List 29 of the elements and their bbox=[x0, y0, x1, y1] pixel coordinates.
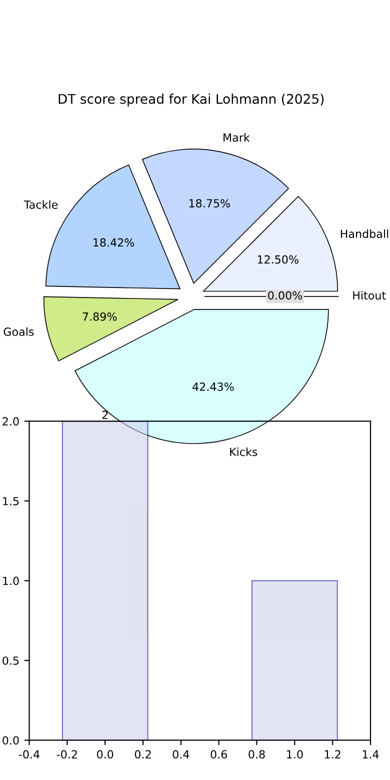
data-label: 2 bbox=[102, 410, 108, 419]
x-tick-label: 0.4 bbox=[172, 750, 190, 759]
x-tick-label: -0.2 bbox=[56, 750, 77, 759]
y-tick-label: 2.0 bbox=[2, 417, 19, 426]
x-tick-label: -0.4 bbox=[18, 750, 40, 759]
chart-title: DT score spread for Kai Lohmann (2025) bbox=[58, 94, 324, 106]
x-tick-label: 0.2 bbox=[134, 750, 151, 759]
x-tick-label: 1.2 bbox=[324, 750, 340, 758]
y-tick-label: 0.0 bbox=[2, 736, 19, 745]
slice-label: Handball bbox=[340, 229, 388, 238]
data-label: 7.89% bbox=[82, 312, 117, 321]
slice-label: Kicks bbox=[230, 447, 258, 456]
y-tick-label: 1.0 bbox=[3, 576, 19, 586]
data-label: 42.43% bbox=[192, 382, 234, 391]
data-label: 18.75% bbox=[189, 199, 230, 208]
x-tick-label: 0.8 bbox=[248, 750, 265, 759]
x-tick-label: 0.0 bbox=[96, 750, 114, 759]
data-label: 12.50% bbox=[258, 255, 298, 264]
x-tick-label: 1.0 bbox=[287, 750, 303, 759]
data-label: 18.42% bbox=[94, 238, 134, 247]
y-tick-label: 1.5 bbox=[3, 497, 19, 506]
slice-label: Goals bbox=[4, 327, 34, 336]
text: 0.00% bbox=[268, 291, 302, 300]
slice-label: Tackle bbox=[24, 200, 58, 209]
x-tick-label: 1.4 bbox=[362, 750, 379, 758]
category-label: Hitout bbox=[353, 291, 386, 300]
y-tick-label: 0.5 bbox=[2, 656, 19, 665]
x-tick-label: 0.6 bbox=[210, 750, 227, 759]
slice-label: Mark bbox=[224, 133, 250, 142]
